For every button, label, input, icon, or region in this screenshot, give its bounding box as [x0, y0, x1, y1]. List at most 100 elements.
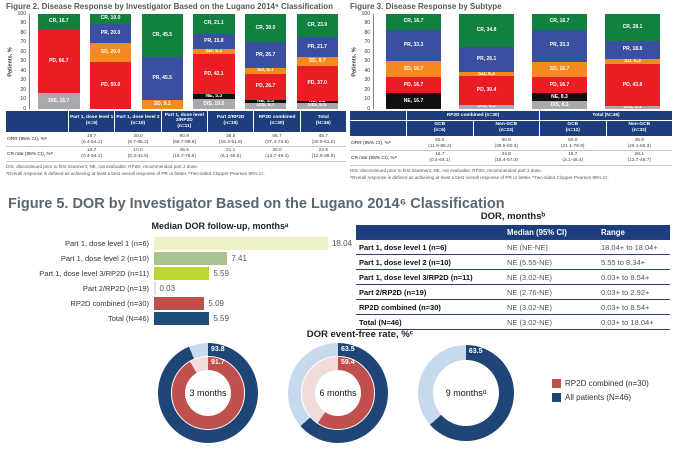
bar-segment-label: PD, 30.4 [476, 86, 497, 93]
bar-segment-label: PD, 16.7 [403, 81, 424, 88]
bar-segment-label: SD, 16.7 [403, 65, 424, 72]
bar-segment-sd: SD, 5.3 [193, 49, 235, 55]
dor-column-header: Range [601, 227, 625, 237]
cell-ci: (58.7-99.8) [172, 139, 197, 145]
bar-segment-sd: SD, 20.0 [89, 42, 132, 62]
dor-table-row: Part 1, dose level 2 (n=10) NE (5.55-NE) 5… [356, 255, 670, 270]
figure2-footnote-abbrev: DIS, discontinued prior to first treatme… [6, 164, 199, 170]
y-tick-label: 90 [364, 20, 370, 26]
table-corner-cell [6, 111, 68, 132]
header-line1: Part 1, dose level 3/RP2D [164, 112, 204, 124]
bar-slot: PD, 50.0 SD, 20.0 PR, 20.0 CR, 10.0 [85, 14, 137, 109]
bar-segment-cr: CR, 10.0 [89, 14, 132, 24]
hbar-row: Part 1, dose level 1 (n=6) 18.04 [8, 237, 352, 250]
y-tick-label: 10 [20, 96, 26, 102]
bar-segment-label: PD, 26.7 [255, 83, 276, 90]
cell-value: 16.7 [435, 152, 445, 158]
hbar-row: Total (N=46) 5.59 [8, 312, 352, 325]
bar-segment-label: CR, 23.9 [307, 21, 328, 28]
bar-segment-label: DIS, 8.3 [550, 101, 569, 108]
y-tick-label: 70 [20, 39, 26, 45]
figure3-footnote-abbrev: DIS, discontinued prior to first treatme… [350, 168, 543, 174]
cell-ci: (16.7-76.6) [172, 154, 197, 160]
stacked-bar: SD, 9.1 PR, 45.5 CR, 45.5 [141, 13, 183, 109]
legend-item: All patients (N=46) [552, 393, 649, 402]
row-label: CR rate (95% CI), %ᵃ [7, 151, 53, 157]
cell-value: 21.1 [225, 148, 236, 154]
bar-segment-cr: CR, 16.7 [531, 14, 588, 30]
hbar-category-label: Part 1, dose level 1 (n=6) [64, 239, 149, 248]
bar-segment-label: PR, 45.5 [152, 75, 172, 82]
figure5-title: Figure 5. DOR by Investigator Based on t… [8, 196, 505, 212]
bar-slot: DIS, 6.5 NE, 2.2 PD, 37.0 SD, 8.7 PR, 21.7 CR… [291, 14, 343, 109]
table-corner-cell [350, 111, 406, 120]
hbar-value-label: 5.09 [208, 299, 224, 308]
table-cell: 16.7 (0.4-64.1) [69, 147, 114, 161]
bar-segment-cr: CR, 34.8 [458, 14, 515, 48]
hbar-category-label: Total (N=46) [107, 314, 149, 323]
table-cell: 45.5 (16.7-76.6) [162, 147, 207, 161]
bar-segment-label: NE, 5.3 [205, 93, 223, 100]
bar-segment-label: SD, 4.3 [478, 70, 495, 77]
table-cell: 90.9 (58.7-99.8) [162, 133, 207, 147]
header-line1: GCB [567, 122, 579, 128]
table-cell: 60.9 (38.5-80.3) [474, 137, 540, 151]
row-label: CR rate (95% CI), %ᵃ [351, 155, 397, 161]
hbar-category-label: Part 1, dose level 3/RP2D (n=11) [39, 269, 149, 278]
y-tick-label: 70 [364, 39, 370, 45]
table-column-header: Part 1, dose level 3/RP2D (n=11) [161, 111, 207, 132]
bar-segment-ne: NE, 5.3 [193, 93, 235, 100]
legend-item: RP2D combined (n=30) [552, 379, 649, 388]
bar-segment-label: DIS, 10.5 [203, 100, 225, 107]
stacked-bar: PD, 50.0 SD, 20.0 PR, 20.0 CR, 10.0 [89, 14, 132, 109]
cell-ci: (30.9-61.0) [311, 139, 336, 145]
table-row: CR rate (95% CI), %ᵃ 16.7 (0.4-64.1) 10.0 (0… [6, 147, 346, 162]
hbar-bar [154, 252, 228, 265]
hbar-value-label: 0.03 [159, 284, 176, 293]
y-tick-label: 100 [17, 10, 26, 17]
dor-table-row: Part 2/RP2D (n=19) NE (2.76-NE) 0.03+ to 2… [356, 285, 670, 300]
hbar-category-label: Part 1, dose level 2 (n=10) [60, 254, 149, 263]
table-header-row: GCB (n=6) Non-GCB (n=23) GCB (n=12) Non-GCB (n=… [350, 120, 672, 136]
header-line2: (n=6) [85, 121, 98, 127]
bar-segment-label: CR, 16.7 [48, 18, 69, 25]
hbar-category-label: RP2D combined (n=30) [70, 299, 149, 308]
cell-value: 30.0 [272, 148, 282, 154]
bar-slot: DIS, 10.5 NE, 5.3 PD, 42.1 SD, 5.3 PR, 15.8 C… [188, 13, 240, 109]
cell-value: 16.7 [568, 152, 578, 158]
header-line1: Total [317, 115, 329, 121]
cell-value: 90.9 [179, 133, 189, 139]
cell-value: 36.8 [225, 133, 236, 139]
table-cell: 16.7 (0.4-64.1) [69, 133, 114, 147]
header-line1: Part 1, dose level 2 [116, 115, 160, 121]
bar-segment-pr: PR, 18.8 [604, 40, 661, 59]
dor-table-row: Part 1, dose level 1 (n=6) NE (NE-NE) 18.0… [356, 240, 670, 255]
bar-segment-pr: PR, 26.1 [458, 47, 515, 72]
cell-ci: (6.1-45.6) [220, 154, 242, 160]
cell-value: 23.9 [318, 148, 328, 154]
bar-segment-label: SD, 9.1 [153, 101, 171, 108]
median-dor-followup-bars: Part 1, dose level 1 (n=6) 18.04 Part 1, d… [8, 237, 352, 325]
bar-slot: NE, 16.7 PD, 16.7 SD, 16.7 PR, 33.3 CR, 16.7 [377, 14, 450, 109]
dor-median-value: NE (NE-NE) [507, 242, 548, 252]
table-cell: 50.0 (11.8-88.2) [407, 137, 473, 151]
bar-segment-label: PD, 50.0 [100, 81, 121, 88]
header-line2: (n=6) [433, 128, 446, 134]
cell-value: 16.7 [86, 133, 97, 139]
bar-slot: DIS, 4.3 PD, 30.4 SD, 4.3 PR, 26.1 CR, 34.8 [450, 14, 523, 109]
cell-value: 46.9 [634, 137, 644, 143]
donut-legend: RP2D combined (n=30) All patients (N=46) [552, 379, 649, 407]
cell-ci: (0.3-44.5) [127, 154, 149, 160]
bar-segment-pr: PR, 15.8 [193, 34, 235, 49]
dor-header-row: Median (95% CI) Range [356, 225, 670, 240]
hbar-bar [154, 297, 205, 310]
table-cell: 34.8 (16.4-57.3) [474, 151, 540, 165]
donut-all-patients-value: 63.5 [468, 348, 483, 355]
donut-timepoint: 6 months [319, 388, 357, 398]
bar-segment-label: NE, 16.7 [403, 97, 424, 104]
hbar-track: 5.59 [154, 312, 352, 325]
legend-label: All patients (N=46) [565, 393, 632, 402]
bar-segment-cr: CR, 21.1 [193, 13, 235, 34]
dor-median-value: NE (3.02-NE) [507, 317, 553, 327]
dor-range-value: 0.03+ to 8.54+ [601, 272, 650, 282]
